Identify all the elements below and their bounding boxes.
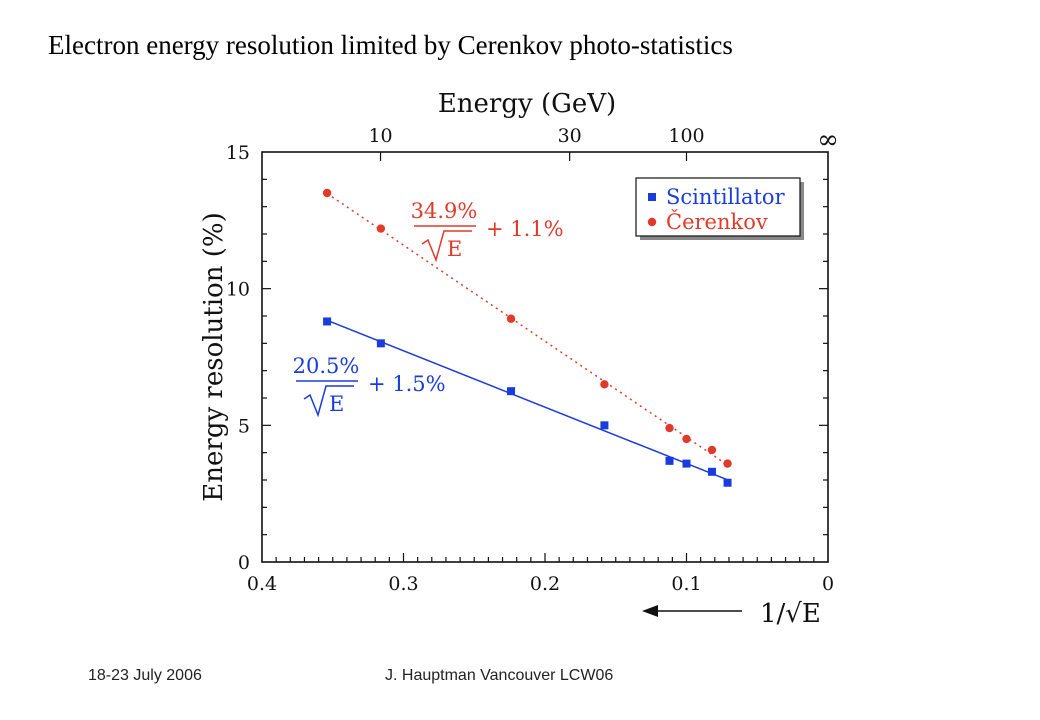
data-point-scintillator xyxy=(507,387,516,396)
data-point-scintillator xyxy=(323,317,332,326)
legend-label: Scintillator xyxy=(666,185,786,209)
fit-line-cerenkov xyxy=(326,192,728,466)
legend-marker-cerenkov xyxy=(647,217,657,227)
bottom-axis-arrow-head xyxy=(642,605,658,617)
legend-label: Čerenkov xyxy=(666,209,768,234)
resolution-chart: 0.4 0.3 0.2 0.1 0 0 5 10 15 10 30 100 ∞ Energy resol… xyxy=(199,89,839,629)
x-tick-label: 0.2 xyxy=(530,573,560,595)
fit-formula: 34.9% E + 1.1% xyxy=(411,199,564,263)
fit-stochastic-term: 20.5% xyxy=(293,354,360,378)
data-point-cerenkov xyxy=(322,188,332,198)
y-tick-label: 0 xyxy=(238,552,250,574)
data-points xyxy=(322,188,732,487)
axis-tick-labels: 0.4 0.3 0.2 0.1 0 0 5 10 15 10 30 100 ∞ xyxy=(226,125,839,595)
top-axis-title: Energy (GeV) xyxy=(438,89,616,119)
data-point-scintillator xyxy=(682,459,691,468)
data-point-cerenkov xyxy=(665,423,674,433)
fit-lines xyxy=(326,192,728,481)
x-tick-label: 0 xyxy=(822,573,834,595)
top-tick-label: 100 xyxy=(668,125,704,147)
data-point-cerenkov xyxy=(376,224,386,233)
data-point-scintillator xyxy=(600,421,609,430)
x-tick-label: 0.4 xyxy=(247,573,277,595)
data-point-scintillator xyxy=(376,339,385,348)
y-axis-title: Energy resolution (%) xyxy=(199,212,229,501)
data-point-cerenkov xyxy=(682,434,691,444)
data-point-scintillator xyxy=(707,467,716,476)
footer-author: J. Hauptman Vancouver LCW06 xyxy=(385,667,614,684)
fit-constant-term: + 1.1% xyxy=(486,217,564,241)
fit-radicand: E xyxy=(447,237,462,261)
legend-box xyxy=(635,177,801,237)
top-tick-label: 30 xyxy=(558,125,582,147)
x-tick-label: 0.1 xyxy=(671,573,701,595)
y-tick-label: 15 xyxy=(226,142,250,164)
fit-line-scintillator xyxy=(326,319,728,481)
x-tick-label: 0.3 xyxy=(388,573,418,595)
axis-titles: Energy resolution (%) Energy (GeV) 1/√E xyxy=(199,89,821,629)
slide-title: Electron energy resolution limited by Ce… xyxy=(48,30,733,60)
data-point-scintillator xyxy=(665,456,674,465)
axis-ticks xyxy=(262,152,828,562)
top-infinity-label: ∞ xyxy=(817,125,839,155)
data-point-cerenkov xyxy=(600,380,609,389)
top-tick-label: 10 xyxy=(368,125,392,147)
sqrt-sign xyxy=(421,230,472,263)
y-tick-label: 5 xyxy=(238,415,250,437)
data-point-scintillator xyxy=(723,478,732,487)
fit-constant-term: + 1.5% xyxy=(368,372,446,396)
fit-radicand: E xyxy=(329,392,344,416)
footer-date: 18-23 July 2006 xyxy=(88,667,202,684)
sqrt-sign xyxy=(303,385,354,418)
bottom-axis-title: 1/√E xyxy=(760,599,821,629)
legend-marker-scintillator xyxy=(648,193,656,201)
data-point-cerenkov xyxy=(707,445,717,455)
fit-formula: 20.5% E + 1.5% xyxy=(293,354,446,418)
fit-stochastic-term: 34.9% xyxy=(411,199,478,223)
y-tick-label: 10 xyxy=(226,279,250,301)
data-point-cerenkov xyxy=(723,459,732,468)
data-point-cerenkov xyxy=(506,314,516,323)
fit-annotations: 34.9% E + 1.1% 20.5% E + 1.5% xyxy=(293,199,564,418)
